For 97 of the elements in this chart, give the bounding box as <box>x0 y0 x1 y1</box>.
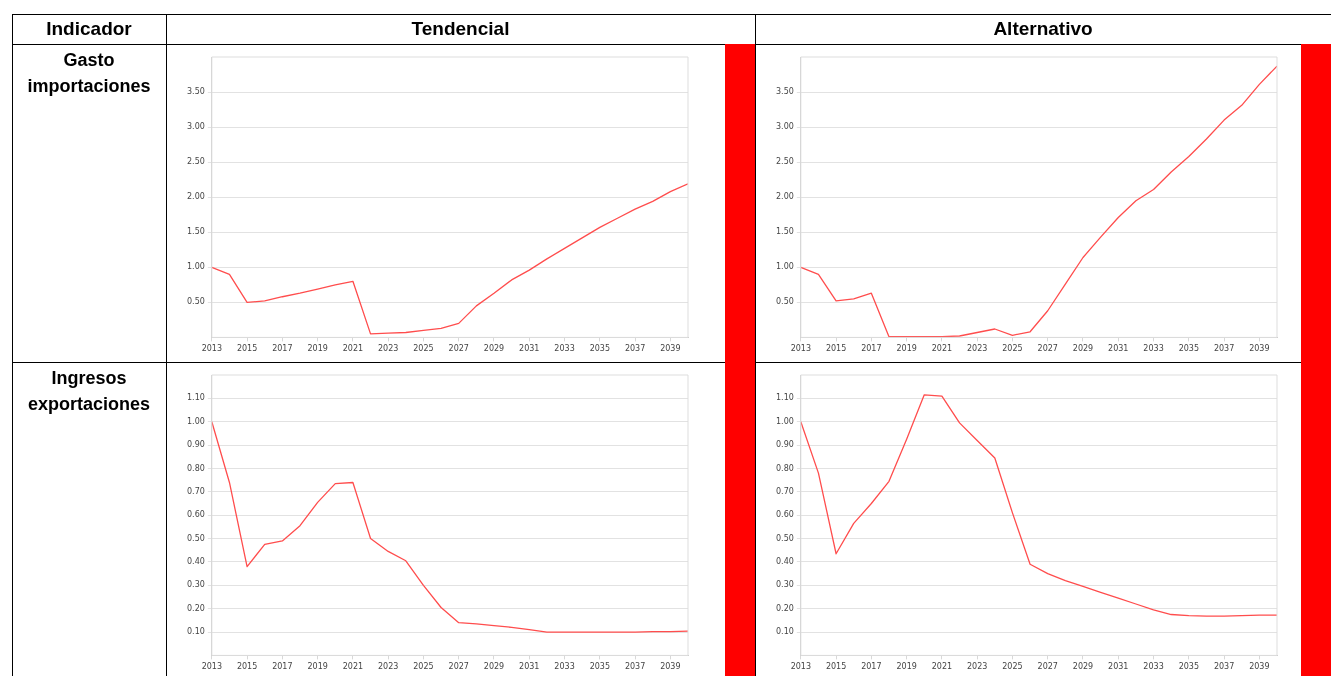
x-tick-label: 2013 <box>201 344 222 354</box>
y-tick-label: 0.50 <box>776 297 794 307</box>
x-tick-label: 2031 <box>519 344 540 354</box>
x-tick-label: 2033 <box>1143 344 1164 354</box>
x-tick-label: 2015 <box>236 662 258 672</box>
x-tick-label: 2035 <box>1178 344 1199 354</box>
x-tick-label: 2019 <box>896 344 917 354</box>
y-tick-label: 0.40 <box>776 557 794 567</box>
y-tick-label: 0.50 <box>187 533 205 543</box>
y-tick-label: 1.00 <box>187 416 205 426</box>
y-tick-label: 0.90 <box>776 440 794 450</box>
y-tick-label: 0.20 <box>187 603 205 613</box>
y-tick-label: 2.00 <box>776 192 794 202</box>
y-axis-title: Gasto importaciones <box>26 49 152 98</box>
x-tick-label: 2039 <box>660 344 681 354</box>
x-tick-label: 2021 <box>342 344 364 354</box>
x-tick-label: 2037 <box>624 344 646 354</box>
y-tick-label: 2.50 <box>776 157 794 167</box>
x-tick-label: 2023 <box>967 662 988 672</box>
x-tick-label: 2039 <box>1249 344 1270 354</box>
y-tick-label: 0.60 <box>776 510 794 520</box>
x-tick-label: 2037 <box>1213 344 1235 354</box>
x-tick-label: 2039 <box>660 662 681 672</box>
x-tick-label: 2031 <box>1108 344 1129 354</box>
x-tick-label: 2015 <box>236 344 258 354</box>
x-tick-label: 2039 <box>1249 662 1270 672</box>
y-tick-label: 1.50 <box>187 227 205 237</box>
x-tick-label: 2027 <box>1037 662 1058 672</box>
x-tick-label: 2013 <box>790 344 811 354</box>
y-axis-title: Ingresos exportaciones <box>26 367 151 416</box>
y-tick-label: 0.40 <box>187 557 205 567</box>
x-tick-label: 2035 <box>589 662 610 672</box>
x-tick-label: 2025 <box>1002 662 1023 672</box>
x-tick-label: 2031 <box>519 662 540 672</box>
y-tick-label: 0.10 <box>776 627 794 637</box>
x-tick-label: 2033 <box>1143 662 1164 672</box>
y-tick-label: 0.10 <box>187 627 205 637</box>
y-tick-label: 1.10 <box>776 393 794 403</box>
x-tick-label: 2035 <box>1178 662 1199 672</box>
text: Indicador <box>45 17 133 41</box>
y-tick-label: 1.00 <box>187 262 205 272</box>
x-tick-label: 2017 <box>272 344 293 354</box>
x-tick-label: 2015 <box>825 662 847 672</box>
x-tick-label: 2023 <box>967 344 988 354</box>
x-tick-label: 2031 <box>1108 662 1129 672</box>
x-tick-label: 2017 <box>272 662 293 672</box>
y-tick-label: 0.70 <box>187 486 205 496</box>
y-tick-label: 0.50 <box>776 533 794 543</box>
y-tick-label: 3.50 <box>776 87 794 97</box>
y-tick-label: 1.10 <box>187 393 205 403</box>
y-tick-label: 0.20 <box>776 603 794 613</box>
x-tick-label: 2023 <box>378 344 399 354</box>
y-tick-label: 0.80 <box>187 463 205 473</box>
y-tick-label: 3.50 <box>187 87 205 97</box>
y-tick-label: 1.00 <box>776 262 794 272</box>
x-tick-label: 2029 <box>1072 662 1094 672</box>
y-tick-label: 0.70 <box>776 486 794 496</box>
x-tick-label: 2029 <box>483 344 505 354</box>
x-tick-label: 2015 <box>825 344 847 354</box>
x-tick-label: 2017 <box>861 662 882 672</box>
x-tick-label: 2019 <box>307 344 328 354</box>
x-tick-label: 2021 <box>931 344 953 354</box>
x-tick-label: 2035 <box>589 344 610 354</box>
x-tick-label: 2027 <box>1037 344 1058 354</box>
x-tick-label: 2033 <box>554 662 575 672</box>
x-tick-label: 2025 <box>413 344 434 354</box>
x-tick-label: 2021 <box>342 662 364 672</box>
chart-title: Alternativo <box>992 17 1094 41</box>
x-tick-label: 2029 <box>483 662 505 672</box>
x-tick-label: 2027 <box>448 344 469 354</box>
y-tick-label: 3.00 <box>187 122 205 132</box>
x-tick-label: 2025 <box>1002 344 1023 354</box>
chart-title: Tendencial <box>410 17 511 41</box>
y-tick-label: 0.90 <box>187 440 205 450</box>
y-tick-label: 0.30 <box>187 580 205 590</box>
x-tick-label: 2017 <box>861 344 882 354</box>
y-tick-label: 1.50 <box>776 227 794 237</box>
x-tick-label: 2033 <box>554 344 575 354</box>
x-tick-label: 2037 <box>1213 662 1235 672</box>
x-tick-label: 2027 <box>448 662 469 672</box>
y-tick-label: 2.50 <box>187 157 205 167</box>
x-tick-label: 2013 <box>201 662 222 672</box>
y-tick-label: 0.30 <box>776 580 794 590</box>
x-tick-label: 2023 <box>378 662 399 672</box>
y-tick-label: 0.50 <box>187 297 205 307</box>
y-tick-label: 2.00 <box>187 192 205 202</box>
x-tick-label: 2019 <box>896 662 917 672</box>
y-tick-label: 1.00 <box>776 416 794 426</box>
x-tick-label: 2021 <box>931 662 953 672</box>
y-tick-label: 0.60 <box>187 510 205 520</box>
x-tick-label: 2025 <box>413 662 434 672</box>
x-tick-label: 2037 <box>624 662 646 672</box>
x-tick-label: 2029 <box>1072 344 1094 354</box>
y-tick-label: 0.80 <box>776 463 794 473</box>
y-tick-label: 3.00 <box>776 122 794 132</box>
x-tick-label: 2019 <box>307 662 328 672</box>
x-tick-label: 2013 <box>790 662 811 672</box>
